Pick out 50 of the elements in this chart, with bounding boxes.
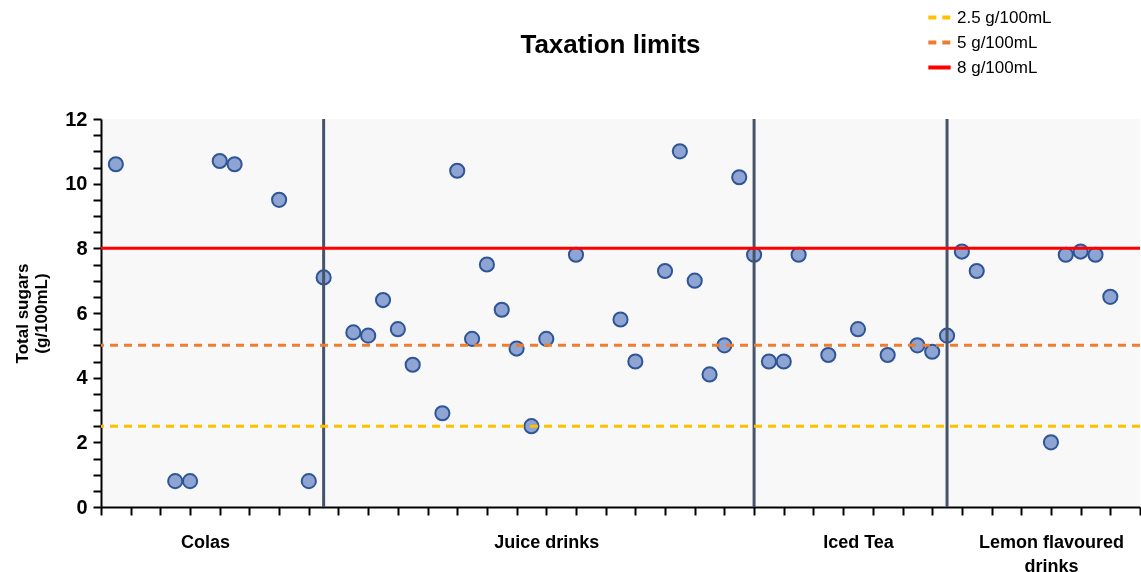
x-tick-label: Iced Tea xyxy=(823,531,895,552)
point xyxy=(271,191,288,208)
y-tick-label: 0 xyxy=(76,495,88,518)
point xyxy=(300,473,317,490)
point xyxy=(478,256,495,273)
point xyxy=(360,327,377,344)
point xyxy=(181,473,199,490)
y-tick-label: 4 xyxy=(76,366,89,389)
point xyxy=(374,292,392,309)
point xyxy=(538,330,555,347)
point xyxy=(924,343,941,360)
y-tick-label: 12 xyxy=(65,107,88,130)
point xyxy=(731,169,748,186)
point xyxy=(389,321,406,338)
y-tick-label: 2 xyxy=(76,430,88,453)
point xyxy=(820,346,837,364)
point xyxy=(493,301,510,318)
point xyxy=(404,356,421,373)
x-tick-label: Colas xyxy=(180,531,230,552)
y-tick-label: 6 xyxy=(76,301,88,324)
point xyxy=(879,346,896,364)
point xyxy=(612,311,629,328)
point xyxy=(167,473,184,490)
legend-label: 2.5 g/100mL xyxy=(957,7,1052,27)
y-axis-title: Total sugars (g/100mL) xyxy=(13,263,52,364)
y-tick-label: 8 xyxy=(76,236,88,259)
point xyxy=(211,152,228,170)
point xyxy=(686,272,703,289)
legend-label: 5 g/100mL xyxy=(957,32,1038,52)
point xyxy=(107,156,124,173)
x-tick-label: Lemon flavoured drinks xyxy=(978,531,1124,572)
point xyxy=(449,162,466,179)
point xyxy=(226,156,243,173)
legend-label: 8 g/100mL xyxy=(957,57,1038,77)
point xyxy=(464,330,481,347)
point xyxy=(345,324,362,341)
point xyxy=(968,262,985,280)
x-tick-label: Juice drinks xyxy=(494,531,600,552)
point xyxy=(434,405,451,422)
point xyxy=(1042,434,1060,451)
y-tick-label: 10 xyxy=(65,172,88,195)
point xyxy=(849,321,867,338)
point xyxy=(656,262,674,280)
point xyxy=(701,366,718,383)
point xyxy=(775,353,792,370)
point xyxy=(1102,288,1119,305)
point xyxy=(627,353,644,370)
chart-title: Taxation limits xyxy=(520,29,701,59)
point xyxy=(760,353,777,370)
point xyxy=(671,143,688,160)
